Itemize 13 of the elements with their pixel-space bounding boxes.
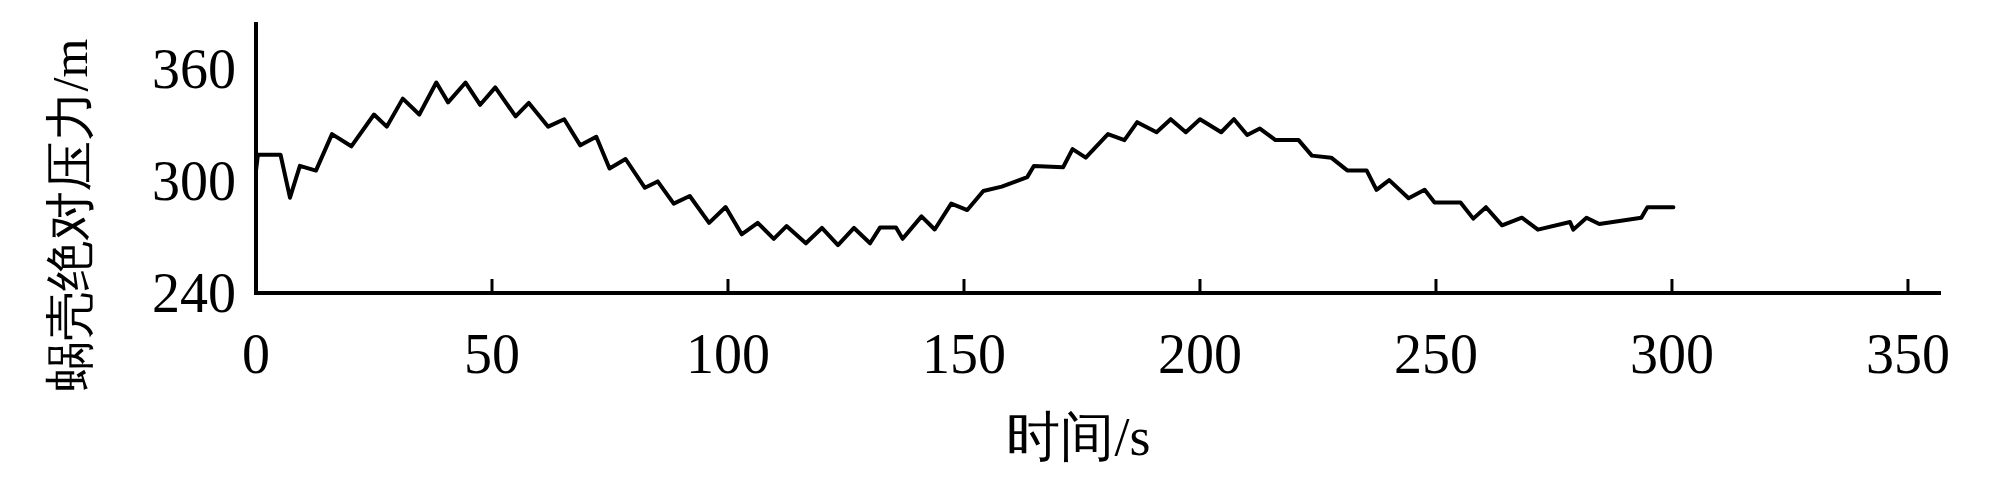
x-tick-label: 0 [242,323,270,385]
x-tick-label: 350 [1865,323,1950,385]
x-tick-label: 250 [1393,323,1478,385]
y-axis-title: 蜗壳绝对压力/m [42,38,98,392]
y-tick-label: 240 [152,262,236,324]
y-tick-label: 300 [152,149,236,212]
x-tick-label: 300 [1629,323,1714,385]
x-tick-label: 100 [685,323,770,385]
x-axis-title: 时间/s [1006,407,1151,467]
x-tick-label: 50 [463,323,520,385]
x-tick-label: 150 [921,323,1006,385]
y-tick-label: 360 [152,37,236,100]
x-tick-label: 200 [1157,323,1242,385]
